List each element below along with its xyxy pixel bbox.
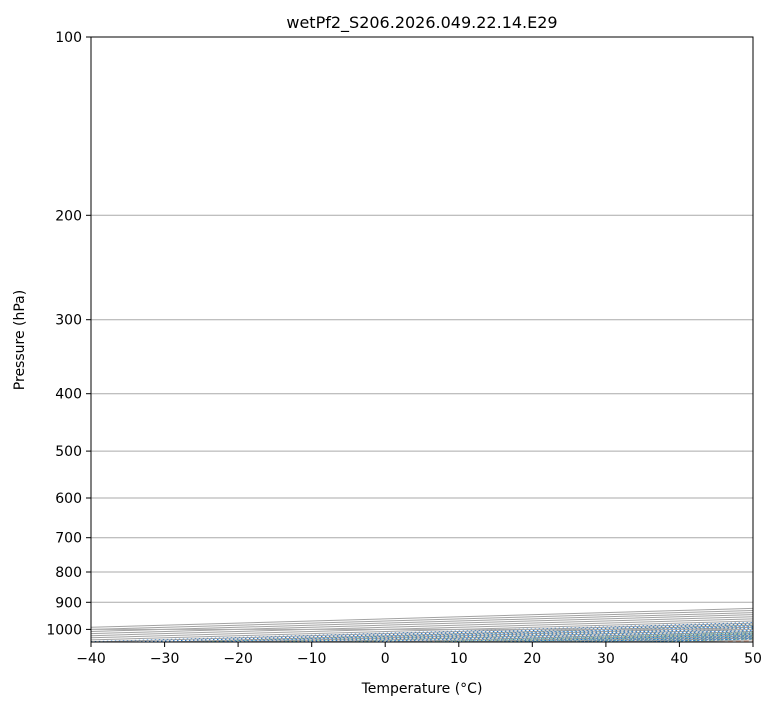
x-tick-label: −10 bbox=[297, 651, 327, 667]
isobars bbox=[91, 37, 753, 630]
plot-frame bbox=[90, 36, 754, 643]
x-tick-label: 50 bbox=[744, 651, 762, 667]
y-tick-label: 800 bbox=[55, 565, 82, 581]
x-tick-label: −20 bbox=[223, 651, 253, 667]
chart-title: wetPf2_S206.2026.049.22.14.E29 bbox=[286, 13, 557, 33]
y-axis: 100 200 300 400 500 600 700 800 900 1000 bbox=[46, 30, 91, 638]
y-tick-label: 200 bbox=[55, 208, 82, 224]
x-tick-label: −30 bbox=[150, 651, 180, 667]
plot-area bbox=[91, 37, 753, 642]
y-tick-label: 600 bbox=[55, 491, 82, 507]
x-tick-label: −40 bbox=[76, 651, 106, 667]
y-tick-label: 1000 bbox=[46, 622, 82, 638]
x-tick-label: 20 bbox=[523, 651, 541, 667]
x-tick-label: 0 bbox=[381, 651, 390, 667]
y-tick-label: 100 bbox=[55, 30, 82, 46]
x-axis: −40 −30 −20 −10 0 10 20 30 40 50 bbox=[76, 642, 762, 667]
plot-content: 0.10.20.40.611.52346810131620253036-100-… bbox=[91, 37, 753, 642]
y-tick-label: 300 bbox=[55, 313, 82, 329]
y-tick-label: 400 bbox=[55, 387, 82, 403]
x-tick-label: 40 bbox=[670, 651, 688, 667]
y-tick-label: 700 bbox=[55, 531, 82, 547]
x-tick-label: 10 bbox=[450, 651, 468, 667]
x-axis-label: Temperature (°C) bbox=[361, 681, 483, 697]
y-tick-label: 900 bbox=[55, 595, 82, 611]
y-axis-label: Pressure (hPa) bbox=[12, 290, 28, 390]
y-tick-label: 500 bbox=[55, 444, 82, 460]
x-tick-label: 30 bbox=[597, 651, 615, 667]
